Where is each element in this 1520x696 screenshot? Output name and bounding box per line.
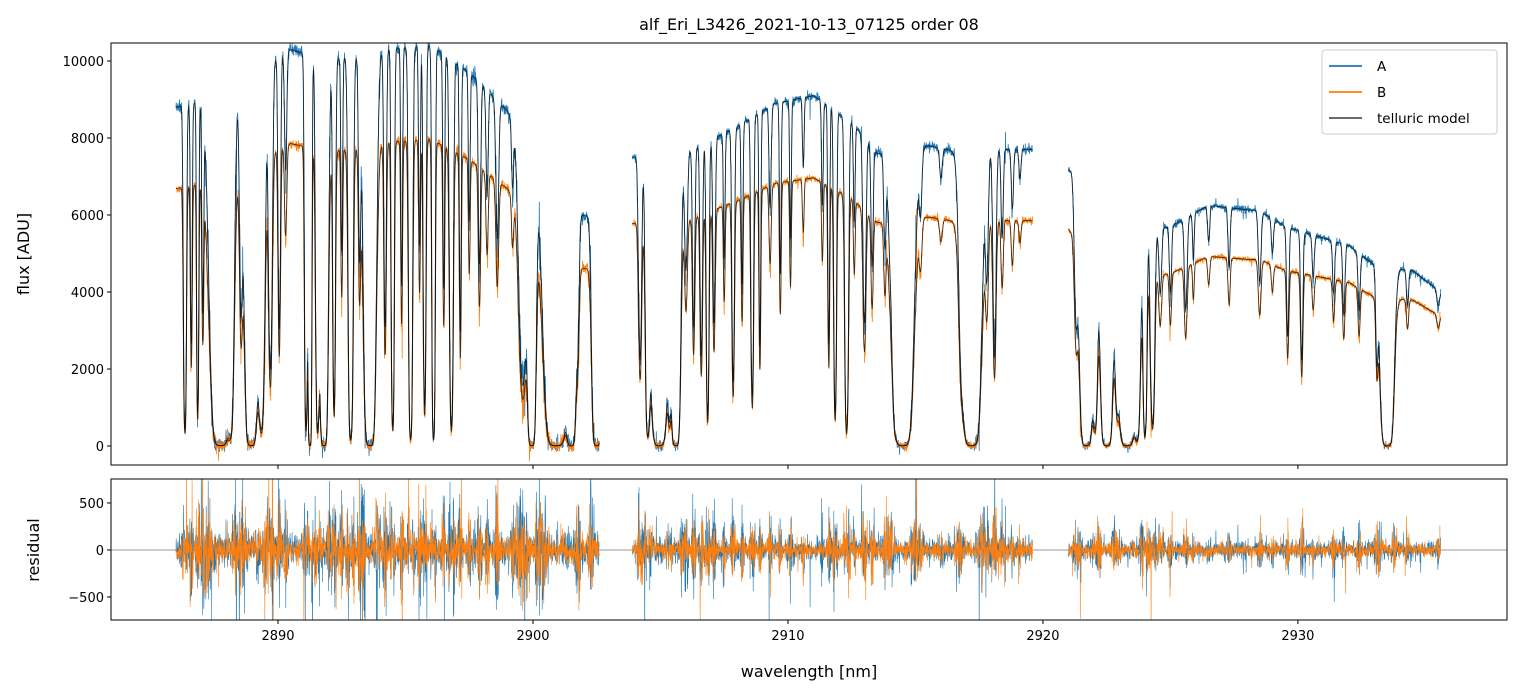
flux-y-tick-label: 4000 bbox=[71, 286, 104, 301]
flux-y-tick-label: 10000 bbox=[63, 55, 104, 70]
x-tick-label: 2890 bbox=[261, 629, 294, 644]
flux-axes bbox=[175, 43, 1442, 462]
flux-y-tick-label: 0 bbox=[96, 440, 104, 455]
y-axis-label-flux: flux [ADU] bbox=[14, 213, 33, 295]
telluric-model-b-segment-2 bbox=[632, 177, 1033, 447]
series-a-residual-segment-2 bbox=[632, 479, 1033, 620]
series-a-residual-segment-3 bbox=[1068, 515, 1441, 603]
legend-label-b: B bbox=[1377, 85, 1386, 101]
residual-y-tick-label: 0 bbox=[96, 544, 104, 559]
series-b-residual-segment-3 bbox=[1068, 507, 1441, 620]
flux-y-tick-label: 8000 bbox=[71, 132, 104, 147]
legend: A B telluric model bbox=[1321, 49, 1498, 135]
series-a-flux-segment-3 bbox=[1068, 166, 1442, 454]
x-tick-label: 2910 bbox=[771, 629, 804, 644]
legend-label-telluric-model: telluric model bbox=[1377, 111, 1470, 127]
residual-y-tick-label: −500 bbox=[68, 591, 104, 606]
x-tick-label: 2920 bbox=[1026, 629, 1059, 644]
flux-y-tick-label: 2000 bbox=[71, 363, 104, 378]
x-tick-label: 2900 bbox=[516, 629, 549, 644]
chart-title: alf_Eri_L3426_2021-10-13_07125 order 08 bbox=[639, 15, 979, 35]
residual-axes bbox=[111, 479, 1507, 620]
telluric-model-b-segment-3 bbox=[1068, 229, 1442, 447]
residual-y-tick-label: 500 bbox=[79, 497, 104, 512]
y-axis-label-residual: residual bbox=[24, 518, 43, 581]
series-b-residual-segment-1 bbox=[175, 479, 600, 620]
telluric-model-a-segment-3 bbox=[1068, 168, 1442, 447]
series-b-flux-segment-3 bbox=[1068, 228, 1442, 450]
series-b-residual-segment-2 bbox=[632, 479, 1033, 620]
x-axis-label: wavelength [nm] bbox=[741, 662, 878, 681]
telluric-model-b-segment-1 bbox=[175, 139, 600, 447]
legend-label-a: A bbox=[1377, 59, 1387, 75]
legend-box bbox=[1321, 49, 1498, 135]
x-tick-label: 2930 bbox=[1281, 629, 1314, 644]
flux-y-tick-label: 6000 bbox=[71, 209, 104, 224]
series-a-residual-segment-1 bbox=[175, 479, 600, 620]
flux-axes-frame bbox=[110, 42, 1508, 466]
